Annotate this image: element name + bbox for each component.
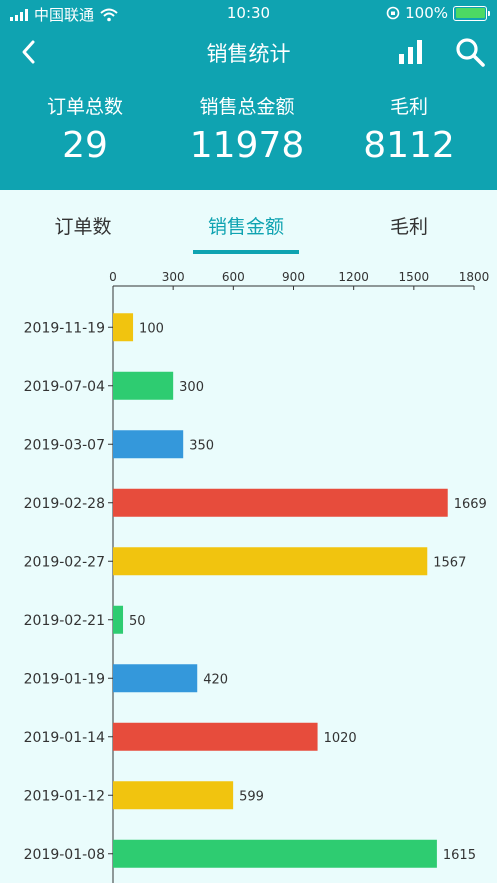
x-tick-label: 300 — [162, 270, 185, 284]
summary-value: 11978 — [189, 125, 305, 166]
active-tab-indicator — [193, 250, 299, 254]
category-label: 2019-01-14 — [24, 730, 105, 746]
category-label: 2019-01-08 — [24, 847, 105, 863]
tab-profit[interactable]: 毛利 — [389, 216, 428, 238]
bar-value-label: 1567 — [433, 555, 466, 570]
search-icon[interactable] — [454, 36, 486, 68]
bar-value-label: 599 — [239, 789, 264, 804]
bar-chart-icon[interactable] — [396, 38, 426, 66]
nav-bar: 销售统计 — [0, 30, 497, 74]
summary-label: 销售总金额 — [199, 96, 295, 118]
bar — [113, 547, 428, 576]
bar-value-label: 300 — [179, 380, 204, 395]
bar-value-label: 350 — [189, 438, 214, 453]
header: 中国联通 10:30 100% 销售统计 — [0, 0, 497, 190]
category-label: 2019-01-12 — [24, 788, 105, 804]
bar — [113, 313, 134, 342]
bar-value-label: 1615 — [443, 848, 476, 863]
summary-sales: 销售总金额 11978 — [167, 92, 327, 166]
category-label: 2019-11-19 — [24, 320, 105, 336]
summary-label: 订单总数 — [46, 96, 123, 118]
status-time: 10:30 — [226, 4, 271, 22]
summary-value: 29 — [62, 125, 108, 166]
wifi-icon — [100, 8, 118, 21]
bar-value-label: 100 — [139, 321, 164, 336]
bar — [113, 371, 174, 400]
x-tick-label: 600 — [222, 270, 245, 284]
category-label: 2019-01-19 — [24, 671, 105, 687]
x-tick-label: 1800 — [459, 270, 490, 284]
x-tick-label: 900 — [282, 270, 305, 284]
x-tick-label: 0 — [109, 270, 117, 284]
back-icon[interactable] — [16, 38, 44, 66]
summary-label: 毛利 — [389, 96, 428, 118]
tab-sales[interactable]: 销售金额 — [207, 216, 284, 238]
summary-profit: 毛利 8112 — [329, 92, 489, 166]
bar-value-label: 50 — [129, 614, 146, 629]
x-tick-label: 1200 — [338, 270, 369, 284]
battery-icon — [453, 5, 490, 21]
bar-value-label: 1669 — [454, 497, 487, 512]
bar — [113, 664, 198, 693]
bar — [113, 430, 184, 459]
carrier-label: 中国联通 — [34, 6, 95, 24]
status-bar: 中国联通 10:30 100% — [0, 0, 497, 28]
tab-bar: 订单数 销售金额 毛利 — [0, 190, 497, 256]
summary-orders: 订单总数 29 — [5, 92, 165, 166]
battery-percent: 100% — [405, 4, 448, 22]
bar — [113, 488, 448, 517]
category-label: 2019-02-27 — [24, 554, 105, 570]
orientation-lock-icon — [386, 6, 400, 20]
bar — [113, 605, 124, 634]
sales-bar-chart: 0 300 600 900 1200 1500 1800 2019-11-19 100 2019-… — [24, 270, 490, 883]
bar — [113, 839, 437, 868]
x-tick-label: 1500 — [399, 270, 430, 284]
page-title: 销售统计 — [206, 42, 291, 66]
bar-value-label: 1020 — [324, 731, 357, 746]
category-label: 2019-02-21 — [24, 613, 105, 629]
category-label: 2019-02-28 — [24, 496, 105, 512]
category-label: 2019-03-07 — [24, 437, 105, 453]
tab-orders[interactable]: 订单数 — [54, 216, 112, 238]
bar-value-label: 420 — [203, 672, 228, 687]
signal-icon — [10, 8, 28, 21]
summary-value: 8112 — [363, 125, 455, 166]
category-label: 2019-07-04 — [24, 379, 105, 395]
bar — [113, 722, 318, 751]
bar — [113, 781, 234, 810]
